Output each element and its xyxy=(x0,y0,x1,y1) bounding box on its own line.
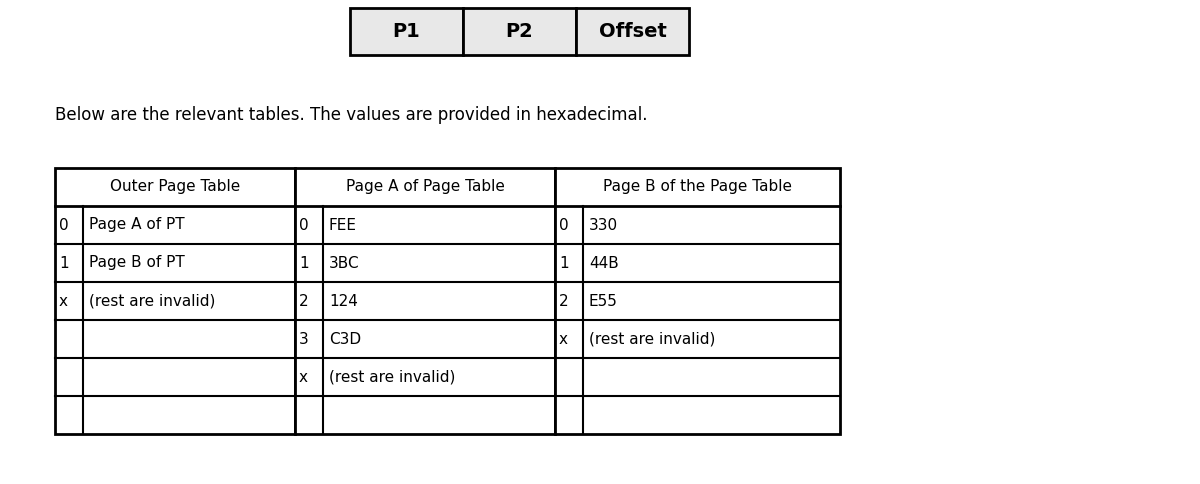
Text: (rest are invalid): (rest are invalid) xyxy=(329,369,455,384)
Text: Page B of the Page Table: Page B of the Page Table xyxy=(604,180,792,195)
Text: 1: 1 xyxy=(59,256,68,271)
Text: C3D: C3D xyxy=(329,332,361,347)
Text: 0: 0 xyxy=(559,217,569,232)
Bar xyxy=(295,168,554,434)
Text: 44B: 44B xyxy=(589,256,619,271)
Text: P2: P2 xyxy=(505,22,533,41)
Text: 2: 2 xyxy=(559,293,569,308)
Bar xyxy=(554,168,840,434)
Text: Offset: Offset xyxy=(599,22,666,41)
Text: 0: 0 xyxy=(299,217,308,232)
Text: Outer Page Table: Outer Page Table xyxy=(110,180,240,195)
Text: 1: 1 xyxy=(299,256,308,271)
Bar xyxy=(463,8,576,55)
Text: x: x xyxy=(59,293,68,308)
Text: Below are the relevant tables. The values are provided in hexadecimal.: Below are the relevant tables. The value… xyxy=(55,106,648,124)
Text: E55: E55 xyxy=(589,293,618,308)
Text: FEE: FEE xyxy=(329,217,358,232)
Bar xyxy=(576,8,689,55)
Text: (rest are invalid): (rest are invalid) xyxy=(589,332,715,347)
Text: 0: 0 xyxy=(59,217,68,232)
Text: 3: 3 xyxy=(299,332,308,347)
Text: Page A of PT: Page A of PT xyxy=(89,217,185,232)
Bar xyxy=(350,8,463,55)
Text: P1: P1 xyxy=(392,22,420,41)
Text: 3BC: 3BC xyxy=(329,256,360,271)
Text: 330: 330 xyxy=(589,217,618,232)
Text: Page A of Page Table: Page A of Page Table xyxy=(346,180,504,195)
Text: (rest are invalid): (rest are invalid) xyxy=(89,293,215,308)
Text: 1: 1 xyxy=(559,256,569,271)
Text: x: x xyxy=(299,369,308,384)
Bar xyxy=(55,168,295,434)
Text: Page B of PT: Page B of PT xyxy=(89,256,185,271)
Text: x: x xyxy=(559,332,568,347)
Text: 124: 124 xyxy=(329,293,358,308)
Text: 2: 2 xyxy=(299,293,308,308)
